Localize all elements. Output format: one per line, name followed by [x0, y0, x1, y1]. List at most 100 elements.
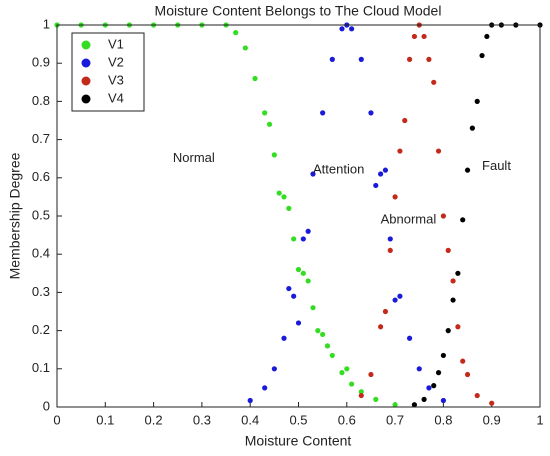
data-point	[329, 56, 335, 62]
data-point	[300, 236, 306, 242]
data-point	[368, 110, 374, 116]
data-point	[435, 370, 442, 376]
y-tick-label: 1	[43, 16, 50, 31]
data-point	[392, 402, 398, 408]
data-point	[378, 324, 384, 330]
data-point	[382, 308, 389, 315]
data-point	[281, 335, 287, 341]
data-point	[464, 167, 471, 173]
data-point	[406, 56, 413, 62]
data-point	[266, 121, 273, 127]
data-point	[247, 397, 253, 404]
data-point	[252, 75, 258, 82]
data-point	[286, 285, 292, 292]
data-point	[411, 33, 418, 40]
x-tick-label: 0.8	[434, 412, 452, 427]
data-point	[378, 171, 384, 177]
x-tick-label: 0.6	[338, 412, 356, 427]
data-point	[445, 328, 451, 334]
data-point	[440, 352, 446, 359]
data-point	[387, 236, 393, 242]
data-point	[271, 366, 277, 372]
data-point	[349, 381, 355, 387]
data-point	[305, 278, 311, 284]
data-point	[426, 385, 432, 391]
legend-marker	[81, 58, 91, 68]
x-tick-label: 0.4	[241, 412, 259, 427]
y-axis-label: Membership Degree	[7, 152, 23, 279]
data-point	[262, 385, 268, 391]
data-point	[392, 297, 398, 303]
y-tick-label: 0.9	[32, 55, 50, 70]
data-point	[411, 402, 418, 408]
data-point	[349, 26, 355, 32]
data-point	[242, 45, 248, 51]
x-axis-label: Moisture Content	[245, 433, 352, 449]
legend-label: V4	[108, 90, 124, 105]
data-point	[440, 213, 446, 219]
data-point	[450, 278, 456, 284]
data-point	[431, 383, 437, 389]
data-point	[368, 371, 374, 378]
data-point	[421, 33, 427, 40]
data-point	[300, 270, 306, 276]
data-point	[262, 110, 268, 116]
data-point	[382, 167, 389, 173]
data-point	[373, 182, 379, 189]
data-point	[281, 194, 287, 200]
data-point	[460, 217, 466, 223]
legend-marker	[81, 40, 91, 50]
annotation: Normal	[173, 150, 215, 165]
data-point	[464, 371, 471, 378]
data-point	[484, 33, 490, 40]
y-tick-label: 0.5	[32, 207, 50, 222]
data-point	[271, 152, 277, 158]
data-point	[402, 117, 408, 124]
data-point	[305, 228, 311, 234]
data-point	[426, 56, 432, 62]
legend-label: V1	[108, 36, 124, 51]
data-point	[310, 171, 316, 177]
x-tick-label: 0	[53, 412, 60, 427]
annotation: Abnormal	[381, 211, 437, 226]
data-point	[460, 358, 466, 364]
data-point	[358, 389, 364, 395]
x-tick-label: 0.5	[289, 412, 307, 427]
data-point	[358, 56, 364, 62]
x-tick-label: 0.3	[193, 412, 211, 427]
data-point	[479, 52, 485, 59]
data-point	[397, 293, 403, 299]
data-point	[406, 335, 413, 341]
data-point	[291, 293, 297, 299]
annotation: Attention	[313, 162, 364, 177]
data-point	[474, 392, 480, 399]
data-point	[435, 148, 442, 154]
y-tick-label: 0.7	[32, 131, 50, 146]
data-point	[320, 331, 326, 338]
data-point	[440, 397, 446, 404]
data-point	[455, 270, 461, 276]
plot-frame	[56, 24, 541, 408]
data-point	[286, 205, 292, 211]
data-point	[431, 79, 437, 85]
data-point	[397, 148, 403, 154]
data-point	[450, 297, 456, 303]
y-tick-label: 0.6	[32, 169, 50, 184]
data-point	[474, 98, 480, 104]
annotation: Fault	[482, 158, 511, 173]
data-point	[295, 266, 302, 273]
y-tick-label: 0.8	[32, 93, 50, 108]
data-point	[329, 352, 335, 359]
data-point	[233, 30, 239, 36]
x-tick-label: 0.2	[145, 412, 163, 427]
data-point	[358, 392, 364, 399]
legend-label: V3	[108, 72, 124, 87]
data-point	[392, 194, 398, 200]
data-point	[295, 320, 302, 326]
data-point	[445, 247, 451, 253]
data-point	[315, 328, 321, 334]
data-point	[344, 366, 350, 372]
data-point	[324, 343, 331, 349]
legend-marker	[81, 94, 91, 104]
